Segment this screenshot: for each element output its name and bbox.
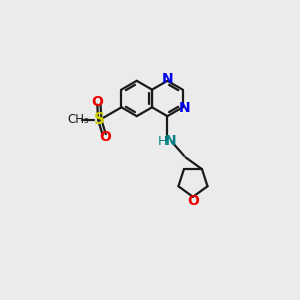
- Text: CH₃: CH₃: [67, 113, 89, 126]
- Text: S: S: [94, 112, 105, 127]
- Text: N: N: [165, 134, 177, 148]
- Text: N: N: [161, 72, 173, 86]
- Text: H: H: [158, 135, 167, 148]
- Text: O: O: [92, 94, 104, 109]
- Text: N: N: [178, 101, 190, 115]
- Text: O: O: [187, 194, 199, 208]
- Text: O: O: [100, 130, 112, 145]
